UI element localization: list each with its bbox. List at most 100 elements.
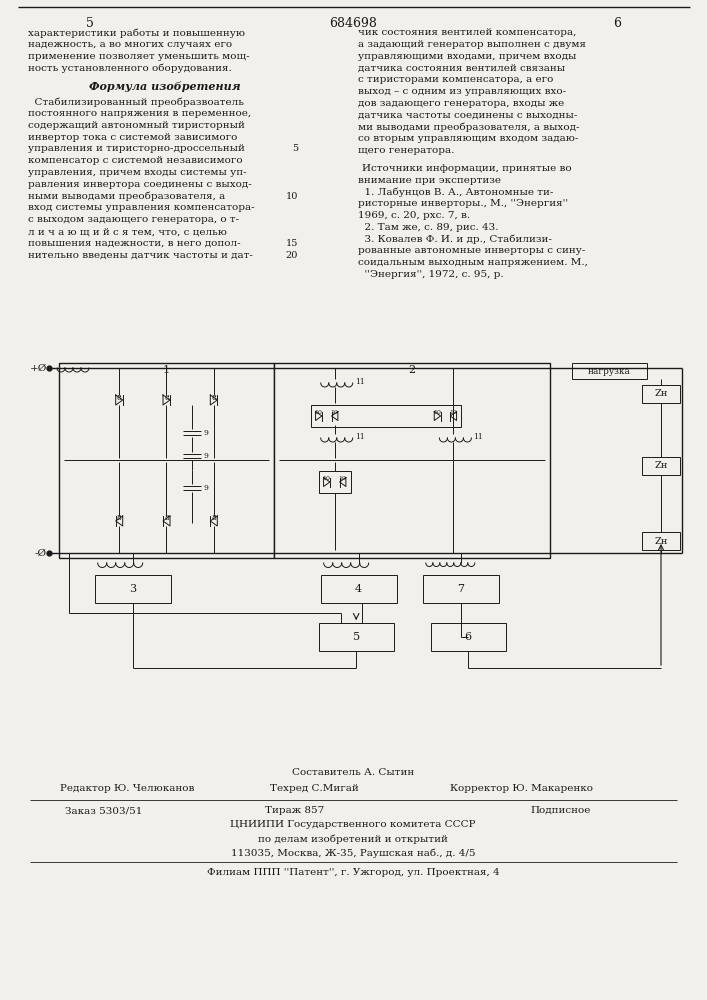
Bar <box>572 363 647 379</box>
Text: Источники информации, принятые во: Источники информации, принятые во <box>362 164 572 173</box>
Text: 1969, с. 20, рхс. 7, в.: 1969, с. 20, рхс. 7, в. <box>358 211 470 220</box>
Text: применение позволяет уменьшить мощ-: применение позволяет уменьшить мощ- <box>28 52 250 61</box>
Text: 113035, Москва, Ж-35, Раушская наб., д. 4/5: 113035, Москва, Ж-35, Раушская наб., д. … <box>230 848 475 857</box>
Text: постоянного напряжения в переменное,: постоянного напряжения в переменное, <box>28 109 251 118</box>
Text: 10: 10 <box>433 410 441 415</box>
Text: 5: 5 <box>353 632 360 642</box>
Text: 10: 10 <box>331 410 339 415</box>
Text: Корректор Ю. Макаренко: Корректор Ю. Макаренко <box>450 784 593 793</box>
Text: характеристики работы и повышенную: характеристики работы и повышенную <box>28 28 245 37</box>
Text: управляющими входами, причем входы: управляющими входами, причем входы <box>358 52 576 61</box>
Bar <box>274 363 550 558</box>
Text: ность установленного оборудования.: ность установленного оборудования. <box>28 63 232 73</box>
Text: Редактор Ю. Челюканов: Редактор Ю. Челюканов <box>60 784 194 793</box>
Text: дов задающего генератора, входы же: дов задающего генератора, входы же <box>358 99 564 108</box>
Text: 15: 15 <box>286 239 298 248</box>
Text: 11: 11 <box>355 378 365 386</box>
Text: Стабилизированный преобразвоатель: Стабилизированный преобразвоатель <box>28 97 244 107</box>
Text: 10: 10 <box>286 192 298 201</box>
Text: по делам изобретений и открытий: по делам изобретений и открытий <box>258 834 448 844</box>
Text: внимание при экспертизе: внимание при экспертизе <box>358 176 501 185</box>
Bar <box>431 623 506 651</box>
Text: 9: 9 <box>204 484 208 492</box>
Text: 4: 4 <box>355 584 362 594</box>
Text: рованные автономные инверторы с сину-: рованные автономные инверторы с сину- <box>358 246 585 255</box>
Text: Подписное: Подписное <box>530 806 590 815</box>
Text: 8: 8 <box>164 514 169 522</box>
Text: 9: 9 <box>204 429 208 437</box>
Text: с тиристорами компенсатора, а его: с тиристорами компенсатора, а его <box>358 75 554 84</box>
Text: нагрузка: нагрузка <box>588 366 631 375</box>
Bar <box>642 385 680 403</box>
Text: ными выводами преобразователя, а: ными выводами преобразователя, а <box>28 192 226 201</box>
Text: 20: 20 <box>286 251 298 260</box>
Text: Zн: Zн <box>654 389 667 398</box>
Text: 2. Там же, с. 89, рис. 43.: 2. Там же, с. 89, рис. 43. <box>358 223 498 232</box>
Text: ''Энергия'', 1972, с. 95, р.: ''Энергия'', 1972, с. 95, р. <box>358 270 503 279</box>
Text: 8: 8 <box>211 393 216 401</box>
Bar <box>310 405 462 427</box>
Text: управления и тиристорно-дроссельный: управления и тиристорно-дроссельный <box>28 144 245 153</box>
Text: 8: 8 <box>164 393 169 401</box>
Text: вход системы управления компенсатора-: вход системы управления компенсатора- <box>28 203 255 212</box>
Text: надежность, а во многих случаях его: надежность, а во многих случаях его <box>28 40 232 49</box>
Text: датчика частоты соединены с выходны-: датчика частоты соединены с выходны- <box>358 111 578 120</box>
Text: с выходом задающего генератора, о т-: с выходом задающего генератора, о т- <box>28 215 239 224</box>
Text: Филиам ППП ''Патент'', г. Ужгород, ул. Проектная, 4: Филиам ППП ''Патент'', г. Ужгород, ул. П… <box>206 868 499 877</box>
Text: л и ч а ю щ и й с я тем, что, с целью: л и ч а ю щ и й с я тем, что, с целью <box>28 227 227 236</box>
Bar <box>423 575 499 603</box>
Text: 5: 5 <box>292 144 298 153</box>
Text: равления инвертора соединены с выход-: равления инвертора соединены с выход- <box>28 180 252 189</box>
Bar <box>321 575 397 603</box>
Text: 1. Лабунцов В. А., Автономные ти-: 1. Лабунцов В. А., Автономные ти- <box>358 187 554 197</box>
Text: ми выводами преобразователя, а выход-: ми выводами преобразователя, а выход- <box>358 122 580 132</box>
Text: 9: 9 <box>204 452 208 460</box>
Text: чик состояния вентилей компенсатора,: чик состояния вентилей компенсатора, <box>358 28 576 37</box>
Text: 8: 8 <box>211 514 216 522</box>
Text: инвертор тока с системой зависимого: инвертор тока с системой зависимого <box>28 133 238 142</box>
Text: а задающий генератор выполнен с двумя: а задающий генератор выполнен с двумя <box>358 40 586 49</box>
Text: 5: 5 <box>86 17 94 30</box>
Text: ЦНИИПИ Государственного комитета СССР: ЦНИИПИ Государственного комитета СССР <box>230 820 476 829</box>
Text: 11: 11 <box>474 433 483 441</box>
Bar <box>59 363 274 558</box>
Text: 2: 2 <box>409 365 416 375</box>
Bar <box>642 457 680 475</box>
Text: содержащий автономный тиристорный: содержащий автономный тиристорный <box>28 121 245 130</box>
Text: 10: 10 <box>315 410 322 415</box>
Text: 10: 10 <box>450 410 457 415</box>
Text: соидальным выходным напряжением. М.,: соидальным выходным напряжением. М., <box>358 258 588 267</box>
Text: 8: 8 <box>117 514 122 522</box>
Text: Zн: Zн <box>654 536 667 546</box>
Text: 1: 1 <box>163 365 170 375</box>
Text: Составитель А. Сытин: Составитель А. Сытин <box>292 768 414 777</box>
Text: со вторым управляющим входом задаю-: со вторым управляющим входом задаю- <box>358 134 578 143</box>
Text: 7: 7 <box>457 584 464 594</box>
Text: +Ø: +Ø <box>30 363 47 372</box>
Text: 8: 8 <box>117 393 122 401</box>
Text: Тираж 857: Тираж 857 <box>265 806 325 815</box>
Text: 3: 3 <box>129 584 136 594</box>
Text: компенсатор с системой независимого: компенсатор с системой независимого <box>28 156 243 165</box>
Text: щего генератора.: щего генератора. <box>358 146 455 155</box>
Text: 10: 10 <box>322 476 331 481</box>
Text: Zн: Zн <box>654 462 667 471</box>
Bar <box>95 575 170 603</box>
Text: -Ø: -Ø <box>35 548 47 558</box>
Bar <box>319 471 351 493</box>
Bar <box>319 623 394 651</box>
Text: 6: 6 <box>613 17 621 30</box>
Text: нительно введены датчик частоты и дат-: нительно введены датчик частоты и дат- <box>28 251 253 260</box>
Bar <box>642 532 680 550</box>
Text: 6: 6 <box>464 632 472 642</box>
Text: выход – с одним из управляющих вхо-: выход – с одним из управляющих вхо- <box>358 87 566 96</box>
Text: управления, причем входы системы уп-: управления, причем входы системы уп- <box>28 168 247 177</box>
Text: Заказ 5303/51: Заказ 5303/51 <box>65 806 142 815</box>
Text: ристорные инверторы., М., ''Энергия'': ристорные инверторы., М., ''Энергия'' <box>358 199 568 208</box>
Text: 10: 10 <box>339 476 346 481</box>
Text: 684698: 684698 <box>329 17 377 30</box>
Text: датчика состояния вентилей связаны: датчика состояния вентилей связаны <box>358 63 565 72</box>
Text: 11: 11 <box>355 433 365 441</box>
Text: 3. Ковалев Ф. И. и др., Стабилизи-: 3. Ковалев Ф. И. и др., Стабилизи- <box>358 235 552 244</box>
Text: Техред С.Мигай: Техред С.Мигай <box>270 784 358 793</box>
